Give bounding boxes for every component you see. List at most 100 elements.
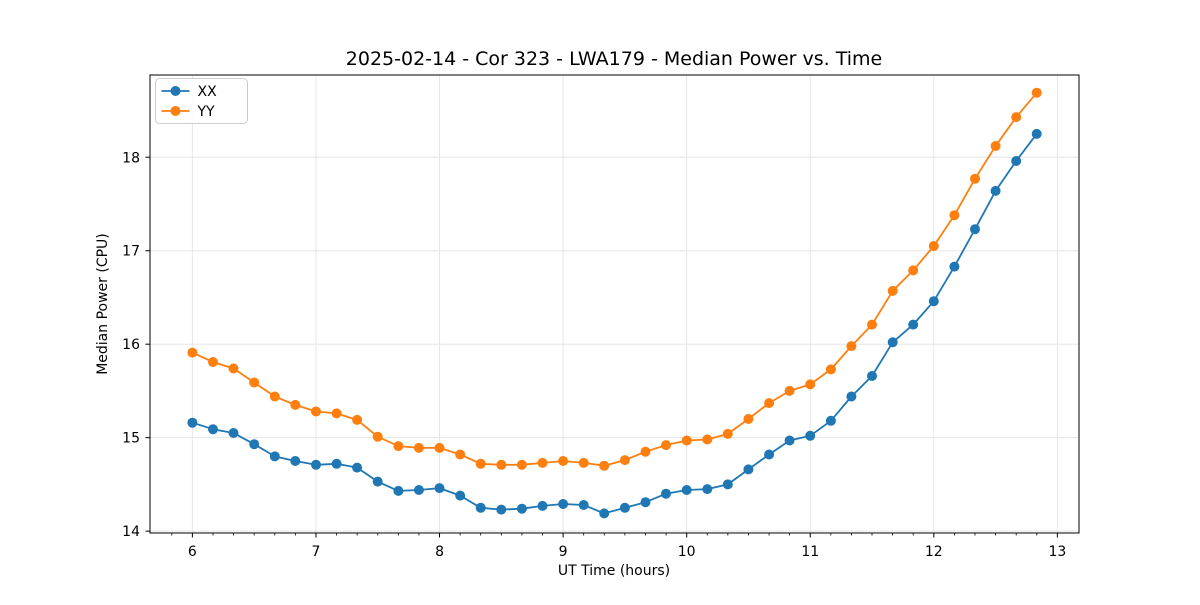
data-point-xx <box>764 449 775 460</box>
data-point-xx <box>681 485 692 495</box>
x-axis-label: UT Time (hours) <box>558 563 670 579</box>
data-point-yy <box>475 458 486 469</box>
data-point-yy <box>455 449 466 460</box>
data-point-xx <box>372 476 383 487</box>
data-point-xx <box>805 430 816 441</box>
data-point-xx <box>1031 128 1042 139</box>
x-tick-label: 8 <box>435 544 444 560</box>
data-point-yy <box>578 457 589 468</box>
plot-border <box>149 74 1080 534</box>
data-point-yy <box>887 285 898 296</box>
data-point-xx <box>846 391 857 402</box>
data-point-xx <box>290 456 301 466</box>
data-point-xx <box>393 485 404 496</box>
data-point-yy <box>805 379 816 390</box>
data-point-yy <box>846 341 857 352</box>
data-point-yy <box>599 460 610 471</box>
data-point-yy <box>825 364 836 375</box>
data-point-xx <box>269 451 280 462</box>
data-point-xx <box>722 479 733 490</box>
data-point-xx <box>743 464 754 475</box>
series-layer <box>187 87 1042 519</box>
data-point-yy <box>249 377 260 388</box>
data-point-yy <box>784 385 795 396</box>
data-point-yy <box>990 141 1001 151</box>
axis-layer: 6 7 8 9 10 11 12 13 14 15 16 17 18 <box>122 74 1080 560</box>
data-point-yy <box>619 455 630 466</box>
data-point-xx <box>928 296 939 307</box>
data-point-xx <box>661 488 671 499</box>
data-point-xx <box>352 462 363 473</box>
data-point-yy <box>908 265 919 276</box>
data-point-yy <box>187 347 198 358</box>
data-point-yy <box>702 434 713 445</box>
y-tick-label: 18 <box>122 150 140 166</box>
data-point-xx <box>825 415 836 426</box>
data-point-xx <box>908 319 919 330</box>
legend-label-yy: YY <box>197 104 216 120</box>
data-point-xx <box>990 185 1001 196</box>
data-point-yy <box>311 406 321 417</box>
data-point-xx <box>578 500 589 510</box>
data-point-yy <box>764 398 775 409</box>
data-point-xx <box>208 424 218 435</box>
data-point-xx <box>702 484 713 495</box>
data-point-xx <box>640 497 651 508</box>
x-tick-label: 11 <box>801 544 819 560</box>
x-tick-label: 6 <box>188 544 197 560</box>
y-tick-label: 16 <box>122 337 140 353</box>
data-point-yy <box>208 357 218 367</box>
chart-title: 2025-02-14 - Cor 323 - LWA179 - Median P… <box>346 48 882 70</box>
data-point-xx <box>970 224 980 235</box>
data-point-xx <box>311 459 321 470</box>
data-point-yy <box>537 457 548 468</box>
data-point-xx <box>496 504 507 515</box>
x-tick-label: 10 <box>678 544 696 560</box>
data-point-yy <box>949 210 960 221</box>
data-point-xx <box>784 435 795 446</box>
data-point-yy <box>372 431 383 442</box>
data-point-xx <box>599 508 610 519</box>
legend-layer: XX YY <box>155 78 248 124</box>
y-axis-label: Median Power (CPU) <box>95 233 111 375</box>
data-point-yy <box>352 414 363 425</box>
data-point-yy <box>290 399 301 410</box>
y-tick-label: 17 <box>122 244 140 260</box>
data-point-yy <box>1011 112 1022 123</box>
data-point-xx <box>187 417 198 428</box>
x-tick-label: 7 <box>311 544 320 560</box>
data-point-yy <box>228 363 239 374</box>
data-point-yy <box>331 408 342 419</box>
data-point-xx <box>867 371 877 381</box>
data-point-yy <box>1031 87 1042 98</box>
data-point-yy <box>269 391 280 402</box>
data-point-xx <box>455 490 466 501</box>
data-point-yy <box>661 440 671 451</box>
data-point-yy <box>928 241 939 251</box>
data-point-xx <box>619 502 630 513</box>
legend-label-xx: XX <box>198 84 218 100</box>
data-point-yy <box>867 319 877 330</box>
data-point-yy <box>496 459 507 470</box>
grid-layer <box>150 75 1079 533</box>
data-point-yy <box>722 428 733 439</box>
data-point-xx <box>1011 156 1022 166</box>
legend-marker-yy <box>170 106 181 116</box>
data-point-yy <box>743 414 754 424</box>
data-point-yy <box>640 446 651 457</box>
x-tick-label: 13 <box>1048 544 1066 560</box>
data-point-xx <box>537 500 548 511</box>
data-point-xx <box>887 337 898 348</box>
data-point-yy <box>516 459 527 470</box>
data-point-yy <box>413 442 424 453</box>
data-point-xx <box>516 503 527 514</box>
data-point-yy <box>434 442 445 453</box>
data-point-yy <box>970 173 980 184</box>
data-point-xx <box>558 499 569 509</box>
data-point-xx <box>949 261 960 272</box>
data-point-xx <box>434 483 445 494</box>
legend-marker-xx <box>170 86 181 96</box>
data-point-yy <box>393 441 404 452</box>
